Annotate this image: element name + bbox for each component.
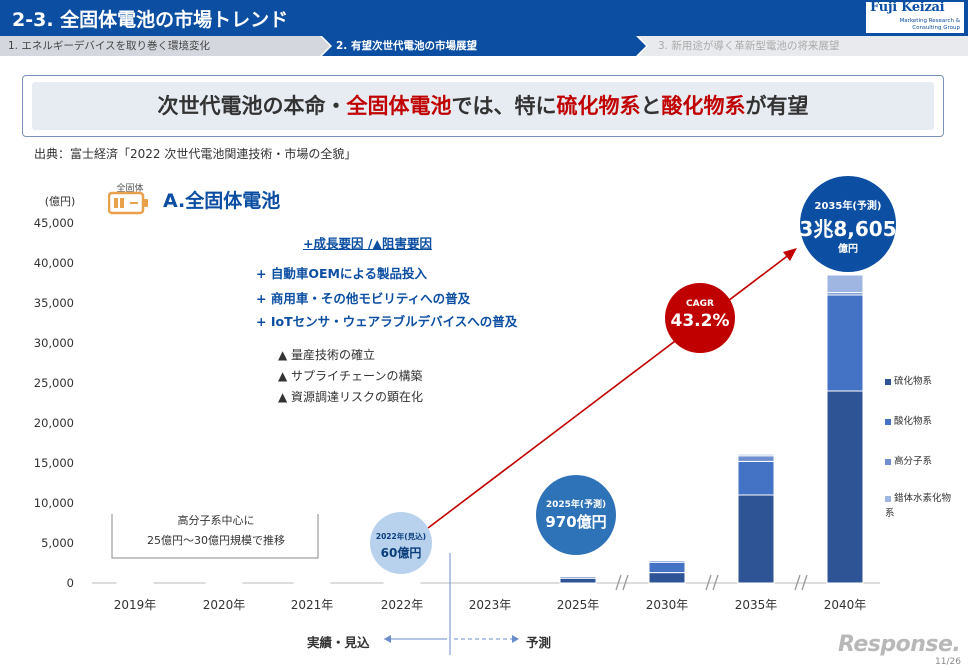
- bar-segment: [559, 575, 597, 578]
- section-title: A.全固体電池: [163, 190, 281, 212]
- axis-break-mark: [801, 574, 808, 591]
- bar-segment: [116, 581, 154, 584]
- legend-hydride: 錯体水素化物系: [885, 493, 952, 519]
- y-tick-label: 5,000: [41, 536, 74, 550]
- bar-segment: [648, 560, 686, 563]
- x-tick-label: 2020年: [203, 598, 246, 612]
- bar-segment: [737, 494, 775, 584]
- bar-segment: [737, 460, 775, 496]
- early-note-line1: 高分子系中心に: [177, 514, 255, 527]
- legend-oxide: 酸化物系: [885, 413, 932, 427]
- inhibit-factor-2: ▲ サプライチェーンの構築: [278, 369, 423, 383]
- axis-break-mark: [615, 574, 622, 591]
- inhibit-factor-3: ▲ 資源調達リスクの顕在化: [278, 390, 424, 404]
- axis-break-mark: [705, 574, 712, 591]
- bar-segment: [293, 581, 331, 584]
- breadcrumb: 1. エネルギーデバイスを取り巻く環境変化 3. 新用途が導く革新型電池の将来展…: [0, 36, 968, 56]
- bubble-2022-value: 60億円: [380, 546, 422, 560]
- logo-main: Fuji Keizai: [870, 0, 945, 15]
- bubble-2025-year: 2025年(予測): [545, 500, 607, 510]
- y-tick-label: 15,000: [34, 456, 74, 470]
- bubble-2022: [370, 512, 432, 574]
- factors-heading: +成長要因 /▲阻害要因: [303, 236, 433, 251]
- logo-sub: Marketing Research & Consulting Group: [899, 18, 960, 31]
- headline-background: [32, 82, 934, 130]
- x-tick-label: 2023年: [469, 598, 512, 612]
- bubble-2025-value: 970億円: [545, 513, 607, 531]
- legend-sulfide: 硫化物系: [885, 373, 932, 387]
- bar-segment: [826, 294, 864, 392]
- bubble-2035-unit: 億円: [838, 244, 858, 255]
- bar-segment: [826, 390, 864, 584]
- axis-break-mark: [712, 574, 719, 591]
- y-axis-unit: (億円): [45, 195, 76, 208]
- axis-break-mark: [622, 574, 629, 591]
- timeline-arrowhead-forecast: [512, 635, 519, 643]
- bubble-2035: [800, 176, 896, 272]
- timeline-forecast-label: 予測: [526, 635, 552, 650]
- growth-factor-1: + 自動車OEMによる製品投入: [256, 266, 428, 281]
- bar-segment: [205, 581, 243, 584]
- growth-arrowhead: [783, 248, 797, 261]
- watermark: Response.: [838, 632, 961, 657]
- timeline-actual-label: 実績・見込: [307, 635, 370, 650]
- company-logo: Fuji Keizai Marketing Research & Consulti…: [866, 0, 964, 33]
- battery-icon: [108, 191, 148, 215]
- timeline-arrowhead-actual: [384, 635, 391, 643]
- bar-segment: [648, 561, 686, 574]
- bar-segment: [559, 577, 597, 584]
- y-tick-label: 25,000: [34, 376, 74, 390]
- growth-factor-3: + IoTセンサ・ウェアラブルデバイスへの普及: [256, 314, 518, 329]
- x-tick-label: 2030年: [646, 598, 689, 612]
- y-tick-label: 30,000: [34, 336, 74, 350]
- early-note-bracket: [111, 514, 319, 559]
- page-title: 2-3. 全固体電池の市場トレンド: [12, 9, 289, 31]
- bar-segment: [737, 453, 775, 457]
- x-tick-label: 2022年: [381, 598, 424, 612]
- x-tick-label: 2040年: [824, 598, 867, 612]
- axis-break-mark: [794, 574, 801, 591]
- bar-segment: [826, 274, 864, 294]
- bar-segment: [383, 581, 421, 584]
- bubble-2035-value: 3兆8,605: [799, 217, 897, 241]
- growth-factor-2: + 商用車・その他モビリティへの普及: [256, 291, 471, 306]
- page-number: 11/26: [935, 657, 961, 667]
- x-tick-label: 2025年: [557, 598, 600, 612]
- legend-polymer: 高分子系: [885, 453, 932, 467]
- x-tick-label: 2021年: [291, 598, 334, 612]
- battery-badge-label: 全固体: [116, 184, 144, 194]
- source-note: 出典：富士経済「2022 次世代電池関連技術・市場の全貌」: [34, 147, 357, 161]
- breadcrumb-item-2-active[interactable]: 2. 有望次世代電池の市場展望: [322, 36, 646, 56]
- inhibit-factor-1: ▲ 量産技術の確立: [278, 348, 376, 362]
- x-tick-label: 2019年: [114, 598, 157, 612]
- cagr-bubble: [665, 283, 735, 353]
- bar-segment: [648, 572, 686, 584]
- y-tick-label: 45,000: [34, 216, 74, 230]
- y-tick-label: 0: [67, 576, 74, 590]
- y-tick-label: 10,000: [34, 496, 74, 510]
- breadcrumb-item-1[interactable]: 1. エネルギーデバイスを取り巻く環境変化: [0, 36, 330, 56]
- early-note-line2: 25億円～30億円規模で推移: [147, 534, 285, 547]
- bubble-2022-year: 2022年(見込): [375, 532, 427, 541]
- y-tick-label: 35,000: [34, 296, 74, 310]
- growth-arrow: [427, 253, 791, 529]
- breadcrumb-item-3[interactable]: 3. 新用途が導く革新型電池の将来展望: [638, 36, 968, 56]
- headline: 次世代電池の本命・全固体電池では、特に硫化物系と酸化物系が有望: [157, 94, 809, 118]
- bubble-2025: [536, 475, 616, 555]
- y-tick-label: 20,000: [34, 416, 74, 430]
- cagr-label: CAGR: [686, 299, 714, 309]
- bubble-2035-year: 2035年(予測): [814, 201, 882, 212]
- bar-segment: [737, 455, 775, 462]
- y-tick-label: 40,000: [34, 256, 74, 270]
- cagr-value: 43.2%: [670, 311, 730, 331]
- header-bar: [0, 0, 968, 36]
- x-tick-label: 2035年: [735, 598, 778, 612]
